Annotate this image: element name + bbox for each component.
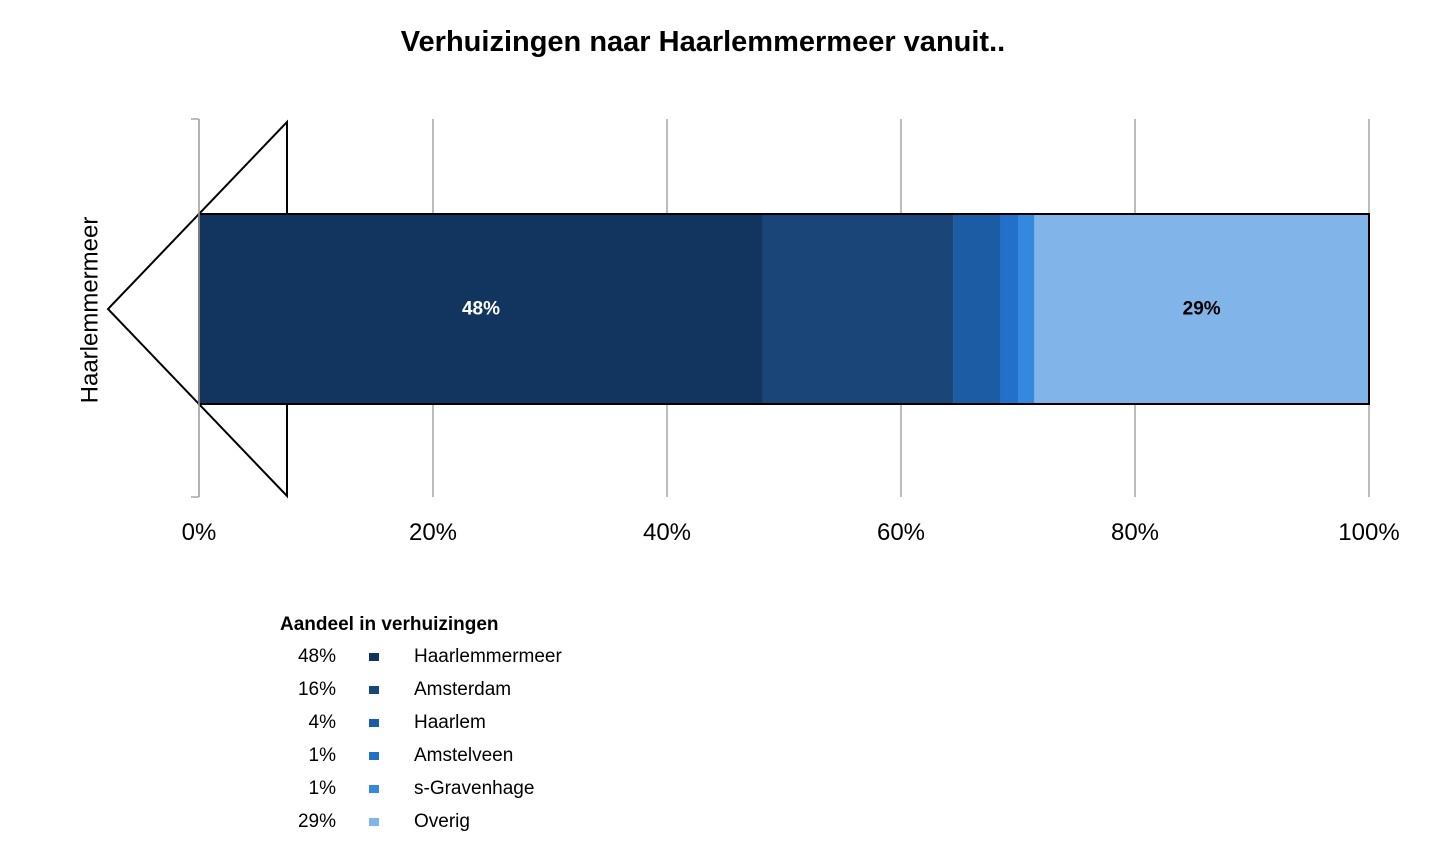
x-tick-label: 100% — [1338, 519, 1399, 546]
y-axis-label: Haarlemmermeer — [77, 217, 104, 404]
x-tick-label: 0% — [182, 519, 217, 546]
chart-title: Verhuizingen naar Haarlemmermeer vanuit.… — [400, 26, 1006, 58]
bar-segment — [199, 214, 763, 404]
legend-percentage: 29% — [297, 810, 336, 832]
legend-item: 48% Haarlemmermeer — [280, 640, 700, 673]
legend-percentage: 48% — [297, 645, 336, 667]
arrow-icon — [106, 119, 288, 499]
legend-item: 29% Overig — [280, 805, 700, 838]
legend-swatch — [369, 685, 379, 694]
legend-percentage: 1% — [308, 744, 336, 766]
legend-item: 1% s-Gravenhage — [280, 772, 700, 805]
bar-segment — [953, 214, 1001, 404]
legend-label: Haarlemmermeer — [414, 645, 562, 667]
legend-item: 4% Haarlem — [280, 706, 700, 739]
legend-swatch — [369, 718, 379, 727]
legend-swatch — [369, 652, 379, 661]
x-tick-label: 80% — [1111, 519, 1159, 546]
legend-label: Amstelveen — [414, 744, 514, 766]
bar-data-label: 48% — [462, 299, 500, 320]
bar-segment — [1000, 214, 1018, 404]
legend-item: 1% Amstelveen — [280, 739, 700, 772]
bar-segment — [1018, 214, 1035, 404]
x-tick-label: 60% — [877, 519, 925, 546]
legend: Aandeel in verhuizingen 48% Haarlemmermee… — [280, 614, 700, 838]
legend-percentage: 16% — [297, 678, 336, 700]
legend-title: Aandeel in verhuizingen — [280, 614, 499, 635]
legend-item: 16% Amsterdam — [280, 673, 700, 706]
bar-data-label: 29% — [1183, 299, 1221, 320]
legend-label: Haarlem — [414, 711, 486, 733]
legend-swatch — [369, 784, 379, 793]
legend-swatch — [369, 817, 379, 826]
bar-segment — [1034, 214, 1369, 404]
x-tick-label: 40% — [643, 519, 691, 546]
legend-label: Amsterdam — [414, 678, 512, 700]
bar-segment — [762, 214, 954, 404]
legend-swatch — [369, 751, 379, 760]
x-tick-label: 20% — [409, 519, 457, 546]
legend-label: s-Gravenhage — [414, 777, 535, 799]
legend-percentage: 1% — [308, 777, 336, 799]
legend-label: Overig — [414, 810, 470, 832]
legend-percentage: 4% — [308, 711, 336, 733]
